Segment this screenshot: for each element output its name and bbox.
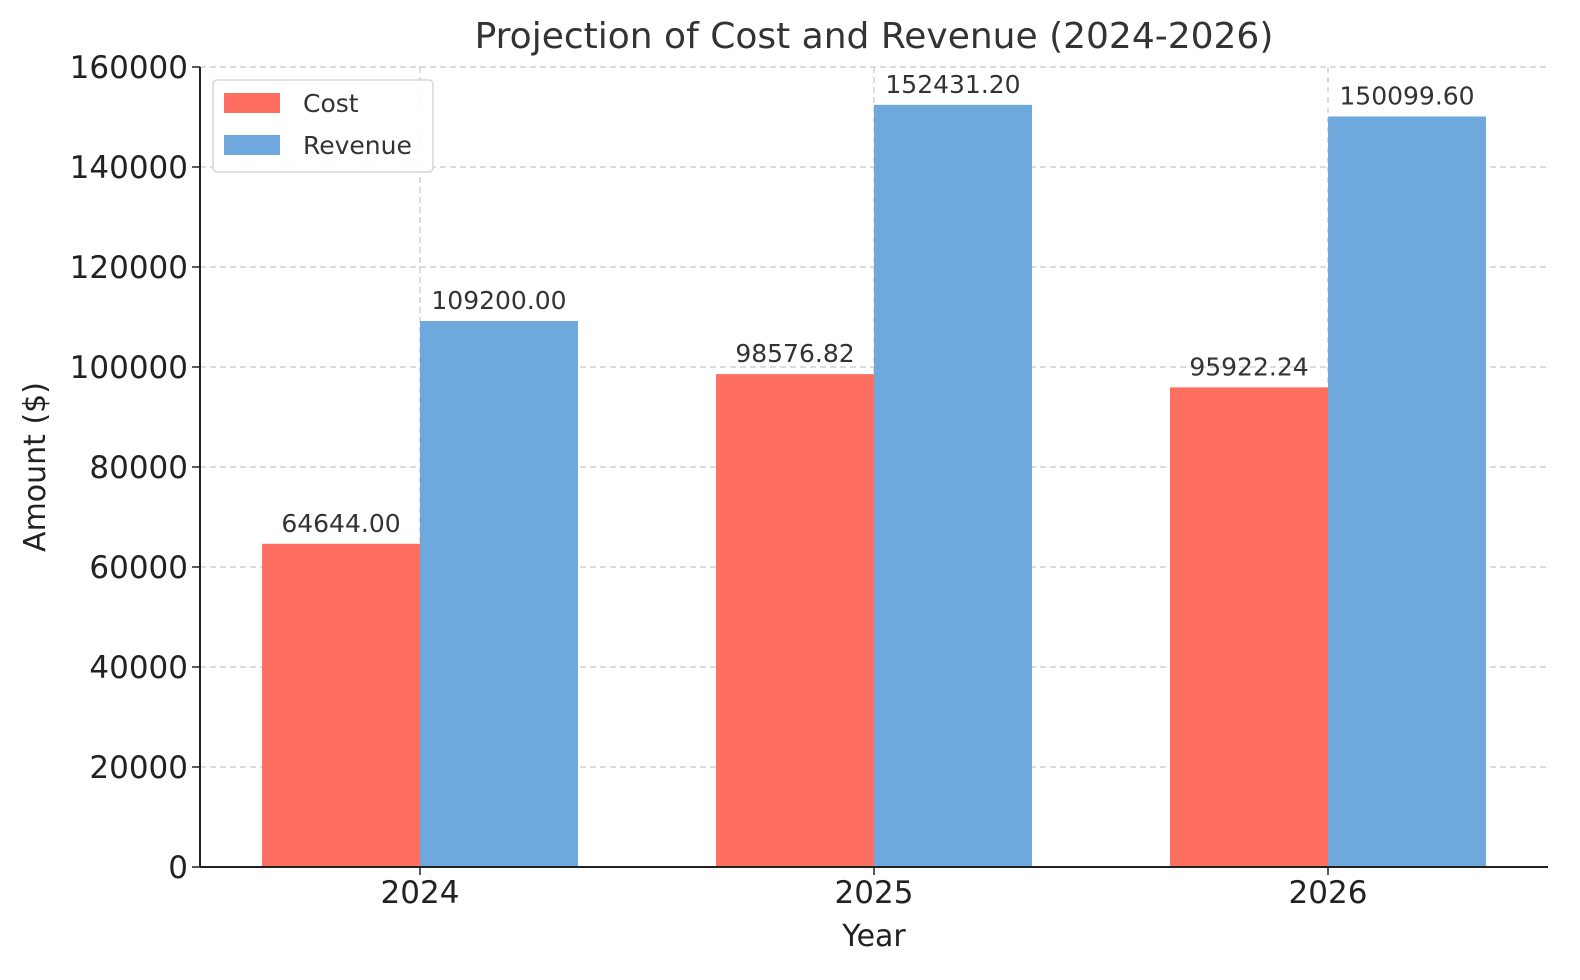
y-tick-label: 100000 [70,350,188,386]
bar-cost-2026 [1170,387,1328,867]
bar-cost-2024 [262,543,420,867]
y-tick-label: 20000 [89,750,188,786]
data-label-revenue-2025: 152431.20 [885,70,1020,99]
y-tick-label: 60000 [89,550,188,586]
y-tick-label: 140000 [70,150,188,186]
y-tick-label: 80000 [89,450,188,486]
data-label-revenue-2026: 150099.60 [1339,82,1474,111]
bar-revenue-2026 [1328,116,1486,867]
y-tick-label: 160000 [70,50,188,86]
legend: Cost Revenue [212,79,434,173]
data-label-cost-2026: 95922.24 [1189,352,1308,381]
legend-swatch-revenue [224,135,280,155]
axes-layer: 0 20000 40000 60000 80000 100000 120000 140000 1… [70,50,1548,911]
legend-label-revenue: Revenue [303,131,412,160]
data-label-revenue-2024: 109200.00 [431,286,566,315]
y-axis-label: Amount ($) [18,382,53,552]
x-tick-label: 2025 [835,875,914,911]
bars-layer [262,104,1486,868]
data-label-cost-2024: 64644.00 [281,509,400,538]
bar-revenue-2025 [874,104,1032,868]
bar-cost-2025 [716,374,874,867]
x-axis-label: Year [841,919,906,954]
y-tick-label: 40000 [89,650,188,686]
legend-swatch-cost [224,93,280,113]
x-tick-label: 2026 [1289,875,1368,911]
data-labels-layer: 64644.00 98576.82 95922.24 109200.00 152431.… [281,70,1474,538]
data-label-cost-2025: 98576.82 [735,339,854,368]
chart-title: Projection of Cost and Revenue (2024-202… [475,16,1274,57]
bar-revenue-2024 [420,321,578,867]
x-tick-label: 2024 [381,875,460,911]
y-tick-label: 120000 [70,250,188,286]
y-tick-label: 0 [168,850,188,886]
legend-label-cost: Cost [303,89,359,118]
